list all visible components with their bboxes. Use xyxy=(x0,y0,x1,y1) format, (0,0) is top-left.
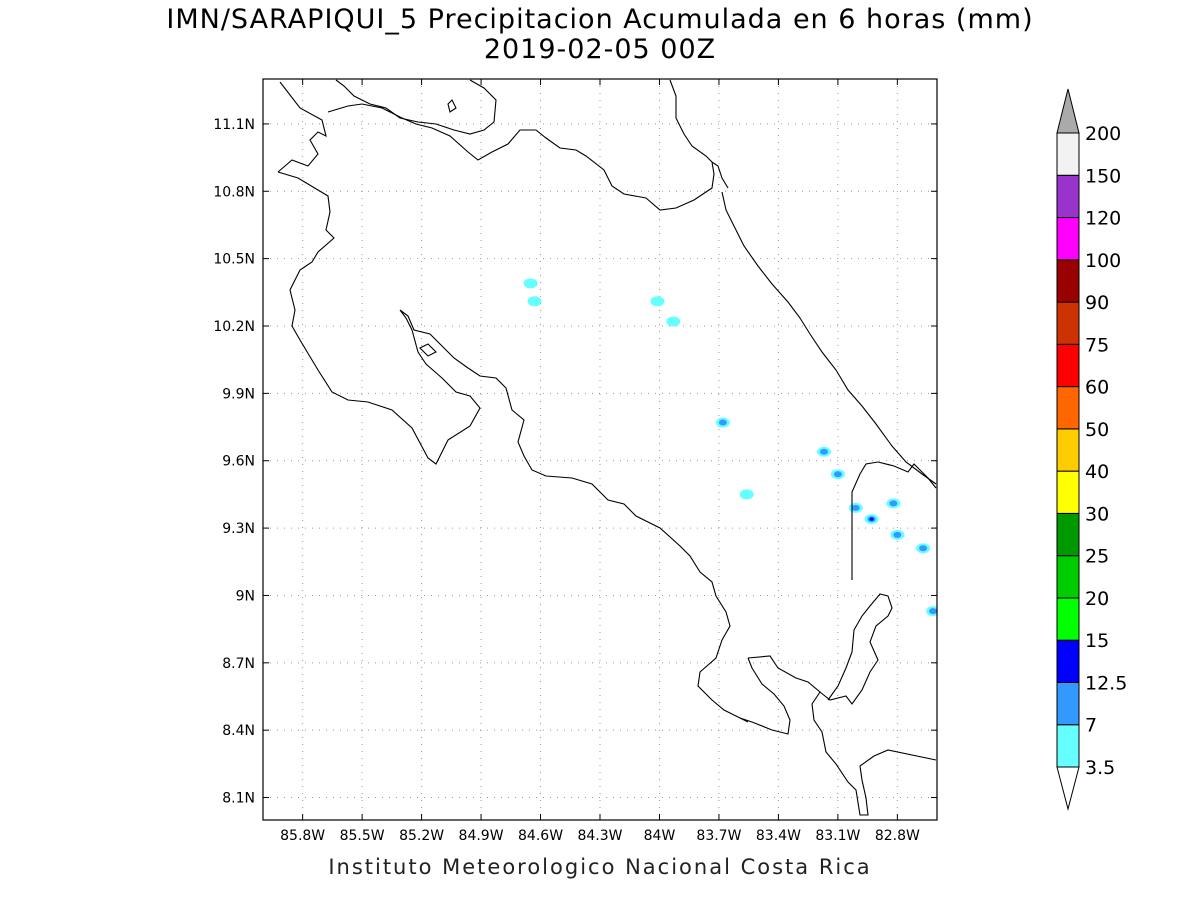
x-tick-label: 84.9W xyxy=(459,828,504,844)
coastline xyxy=(277,79,937,816)
colorbar-level-label: 120 xyxy=(1085,208,1121,230)
colorbar-level-label: 12.5 xyxy=(1085,672,1127,694)
precip-cell-core xyxy=(893,531,902,538)
precip-cell-core xyxy=(833,471,842,478)
y-tick-label: 9.6N xyxy=(222,454,255,470)
x-tick-label: 82.8W xyxy=(875,828,920,844)
x-tick-label: 84W xyxy=(644,828,676,844)
x-tick-label: 85.5W xyxy=(340,828,385,844)
precip-cell-peak xyxy=(869,517,874,521)
colorbar-level-label: 3.5 xyxy=(1085,757,1115,779)
colorbar-swatch xyxy=(1056,681,1080,726)
y-tick-label: 8.1N xyxy=(222,791,255,807)
precip-cell-core xyxy=(929,608,937,615)
colorbar-level-label: 150 xyxy=(1085,165,1121,187)
colorbar-level-label: 60 xyxy=(1085,377,1109,399)
colorbar-level-label: 50 xyxy=(1085,419,1109,441)
colorbar-legend: 3.5 7 12.5 15 20 25 30 40 50 60 75 90 100 120 150 200 xyxy=(1056,88,1127,811)
y-tick-label: 11.1N xyxy=(213,117,255,133)
colorbar-level-label: 200 xyxy=(1085,123,1121,145)
colorbar-swatch xyxy=(1056,512,1080,557)
nicaragua-lake-shore xyxy=(335,79,497,135)
colorbar-level-label: 100 xyxy=(1085,250,1121,272)
y-tick-label: 9.3N xyxy=(222,521,255,537)
colorbar-swatch xyxy=(1056,470,1080,514)
colorbar-swatch xyxy=(1056,301,1080,345)
nicoya-gulf-inner xyxy=(739,657,791,735)
precipitation-cells xyxy=(523,278,937,617)
colorbar-swatch xyxy=(1056,428,1080,472)
precip-cell-core xyxy=(889,500,898,507)
x-tick-label: 83.1W xyxy=(815,828,860,844)
footer-credit: Instituto Meteorologico Nacional Costa R… xyxy=(328,855,872,879)
precip-cell xyxy=(523,278,538,289)
precip-cell-core xyxy=(820,448,829,455)
colorbar-swatch xyxy=(1056,174,1080,219)
colorbar-level-label: 15 xyxy=(1085,630,1109,652)
colorbar-swatch xyxy=(1056,597,1080,641)
colorbar-swatch xyxy=(1056,724,1080,768)
x-tick-label: 83.7W xyxy=(696,828,741,844)
colorbar-swatch xyxy=(1056,259,1080,303)
y-tick-label: 10.8N xyxy=(213,184,255,200)
map-frame xyxy=(262,78,938,821)
precip-cell xyxy=(666,316,681,327)
colorbar-level-label: 7 xyxy=(1085,715,1097,737)
colorbar-level-label: 75 xyxy=(1085,334,1109,356)
y-tick-label: 9.9N xyxy=(222,386,255,402)
x-tick-label: 85.8W xyxy=(280,828,325,844)
colorbar-swatch xyxy=(1056,386,1080,430)
y-tick-label: 10.5N xyxy=(213,252,255,268)
colorbar-level-label: 40 xyxy=(1085,461,1109,483)
small-island xyxy=(447,99,457,113)
colorbar-min-arrow xyxy=(1056,766,1080,811)
colorbar-swatch xyxy=(1056,132,1080,176)
colorbar-swatch xyxy=(1056,343,1080,388)
precip-cell xyxy=(650,296,665,307)
colorbar-swatch xyxy=(1056,639,1080,683)
y-tick-label: 9N xyxy=(236,588,255,604)
colorbar-level-label: 30 xyxy=(1085,503,1109,525)
caribbean-coastline xyxy=(721,191,937,485)
colorbar-level-label: 20 xyxy=(1085,588,1109,610)
map-axes: 85.8W 85.5W 85.2W 84.9W 84.6W 84.3W 84W 83.7W 83… xyxy=(213,79,937,844)
osa-peninsula-interior xyxy=(819,593,893,705)
precip-cell-core xyxy=(919,545,928,552)
y-tick-label: 8.7N xyxy=(222,656,255,672)
precip-cell xyxy=(527,296,542,307)
map-date-subtitle: 2019-02-05 00Z xyxy=(483,34,717,65)
pacific-coastline xyxy=(277,81,937,816)
precip-cell-core xyxy=(718,419,727,426)
precip-cell-core xyxy=(851,504,860,511)
map-grid xyxy=(263,79,937,820)
colorbar-swatch xyxy=(1056,555,1080,599)
colorbar-level-label: 25 xyxy=(1085,546,1109,568)
colorbar-swatch xyxy=(1056,217,1080,261)
colorbar-level-label: 90 xyxy=(1085,292,1109,314)
colorbar-max-arrow xyxy=(1056,88,1080,134)
map-title: IMN/SARAPIQUI_5 Precipitacion Acumulada … xyxy=(166,4,1034,35)
y-tick-label: 10.2N xyxy=(213,319,255,335)
panama-border xyxy=(851,461,937,580)
y-tick-label: 8.4N xyxy=(222,723,255,739)
nicaragua-border xyxy=(327,79,729,211)
x-tick-label: 83.4W xyxy=(756,828,801,844)
precip-cell xyxy=(739,489,754,500)
x-tick-label: 84.6W xyxy=(518,828,563,844)
x-tick-label: 85.2W xyxy=(399,828,444,844)
x-tick-label: 84.3W xyxy=(577,828,622,844)
island-chira xyxy=(419,343,437,357)
